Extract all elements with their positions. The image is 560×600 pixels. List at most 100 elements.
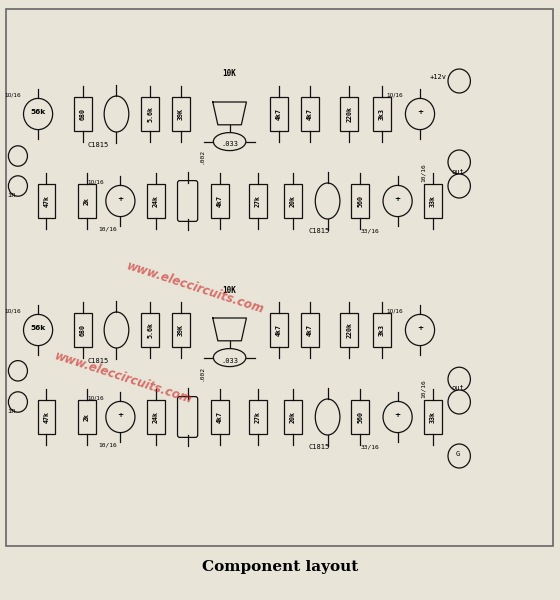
FancyBboxPatch shape xyxy=(351,184,369,218)
Circle shape xyxy=(8,392,27,412)
Circle shape xyxy=(24,98,53,130)
FancyBboxPatch shape xyxy=(147,400,165,434)
Text: 33k: 33k xyxy=(430,195,436,207)
Text: 39K: 39K xyxy=(178,324,184,336)
Ellipse shape xyxy=(213,349,246,367)
Ellipse shape xyxy=(213,133,246,151)
Text: in: in xyxy=(7,192,16,198)
Circle shape xyxy=(8,176,27,196)
FancyBboxPatch shape xyxy=(141,313,159,347)
Text: 5.6k: 5.6k xyxy=(147,322,153,338)
Text: 10/16: 10/16 xyxy=(386,308,403,313)
FancyBboxPatch shape xyxy=(147,184,165,218)
FancyBboxPatch shape xyxy=(249,184,267,218)
Text: .002: .002 xyxy=(199,148,204,163)
Text: 20k: 20k xyxy=(290,195,296,207)
Text: 39K: 39K xyxy=(178,108,184,120)
Text: G: G xyxy=(455,451,460,457)
Circle shape xyxy=(383,185,412,217)
Text: 560: 560 xyxy=(357,195,363,207)
Ellipse shape xyxy=(315,399,340,435)
Text: +: + xyxy=(118,412,123,418)
Text: +: + xyxy=(417,109,423,115)
FancyBboxPatch shape xyxy=(141,97,159,131)
FancyBboxPatch shape xyxy=(270,97,288,131)
Text: 24k: 24k xyxy=(153,195,158,207)
Text: 10/16: 10/16 xyxy=(87,395,104,400)
Ellipse shape xyxy=(104,312,129,348)
Text: 560: 560 xyxy=(357,411,363,423)
Circle shape xyxy=(106,185,135,217)
Text: .002: .002 xyxy=(199,365,204,380)
Text: 47k: 47k xyxy=(44,195,49,207)
FancyBboxPatch shape xyxy=(211,400,229,434)
Text: 220k: 220k xyxy=(347,106,352,122)
Ellipse shape xyxy=(315,183,340,219)
Text: .033: .033 xyxy=(221,358,238,364)
Text: 27k: 27k xyxy=(255,411,260,423)
FancyBboxPatch shape xyxy=(373,313,391,347)
Text: 680: 680 xyxy=(80,108,86,120)
Circle shape xyxy=(448,69,470,93)
Text: C1815: C1815 xyxy=(309,444,330,450)
Text: 4k7: 4k7 xyxy=(217,411,223,423)
FancyBboxPatch shape xyxy=(301,313,319,347)
Circle shape xyxy=(24,314,53,346)
FancyBboxPatch shape xyxy=(78,400,96,434)
Text: 20k: 20k xyxy=(290,411,296,423)
Text: 4k7: 4k7 xyxy=(217,195,223,207)
Circle shape xyxy=(8,361,27,381)
Text: 220k: 220k xyxy=(347,322,352,338)
FancyBboxPatch shape xyxy=(284,184,302,218)
Text: 2k: 2k xyxy=(84,197,90,205)
Text: 24k: 24k xyxy=(153,411,158,423)
Text: 4k7: 4k7 xyxy=(307,324,312,336)
Text: 4k7: 4k7 xyxy=(307,108,312,120)
Text: 10K: 10K xyxy=(223,69,236,78)
Circle shape xyxy=(8,146,27,166)
Text: 10/16: 10/16 xyxy=(87,179,104,184)
Text: 5.6k: 5.6k xyxy=(147,106,153,122)
Text: 10/16: 10/16 xyxy=(421,163,425,182)
Text: 10/16: 10/16 xyxy=(4,92,21,97)
Circle shape xyxy=(448,150,470,174)
Text: +: + xyxy=(395,412,400,418)
Text: www.eleccircuits.com: www.eleccircuits.com xyxy=(53,350,194,406)
Text: 56k: 56k xyxy=(30,109,46,115)
FancyBboxPatch shape xyxy=(340,97,358,131)
Text: 4k7: 4k7 xyxy=(276,108,282,120)
FancyBboxPatch shape xyxy=(74,313,92,347)
Text: 10/16: 10/16 xyxy=(98,443,117,448)
FancyBboxPatch shape xyxy=(38,184,55,218)
FancyBboxPatch shape xyxy=(249,400,267,434)
Text: 2k: 2k xyxy=(84,413,90,421)
Text: C1815: C1815 xyxy=(309,228,330,234)
Text: 33/16: 33/16 xyxy=(360,445,379,449)
Text: 47k: 47k xyxy=(44,411,49,423)
FancyBboxPatch shape xyxy=(301,97,319,131)
Text: .033: .033 xyxy=(221,141,238,147)
FancyBboxPatch shape xyxy=(172,97,190,131)
Text: 33k: 33k xyxy=(430,411,436,423)
FancyBboxPatch shape xyxy=(424,400,442,434)
Text: 10K: 10K xyxy=(223,286,236,295)
Text: 4k7: 4k7 xyxy=(276,324,282,336)
Circle shape xyxy=(448,390,470,414)
Text: +: + xyxy=(118,196,123,202)
FancyBboxPatch shape xyxy=(38,400,55,434)
Text: 10/16: 10/16 xyxy=(421,379,425,398)
Text: www.eleccircuits.com: www.eleccircuits.com xyxy=(125,260,267,316)
FancyBboxPatch shape xyxy=(78,184,96,218)
FancyBboxPatch shape xyxy=(340,313,358,347)
FancyBboxPatch shape xyxy=(270,313,288,347)
Ellipse shape xyxy=(104,96,129,132)
Circle shape xyxy=(448,444,470,468)
Circle shape xyxy=(383,401,412,433)
FancyBboxPatch shape xyxy=(74,97,92,131)
Text: +: + xyxy=(417,325,423,331)
Text: 10/16: 10/16 xyxy=(98,227,117,232)
Text: 10/16: 10/16 xyxy=(386,92,403,97)
Circle shape xyxy=(448,174,470,198)
Text: 3k3: 3k3 xyxy=(379,108,385,120)
Text: out: out xyxy=(451,385,464,391)
